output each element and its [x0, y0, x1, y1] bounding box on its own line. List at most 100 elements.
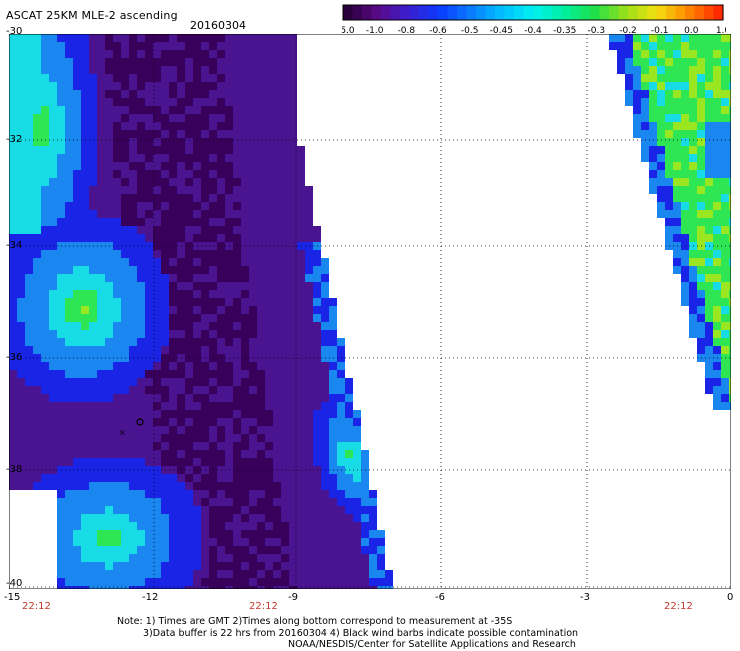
data-cell: [705, 210, 713, 218]
data-cell: [209, 522, 217, 530]
data-cell: [33, 218, 41, 226]
data-cell: [713, 386, 721, 394]
data-cell: [17, 98, 25, 106]
data-cell: [73, 162, 81, 170]
data-cell: [25, 74, 33, 82]
data-cell: [233, 314, 241, 322]
lon-label: 0: [727, 592, 734, 603]
data-cell: [721, 74, 729, 82]
data-cell: [329, 570, 337, 578]
data-cell: [17, 186, 25, 194]
data-cell: [145, 50, 153, 58]
data-cell: [713, 66, 721, 74]
data-cell: [353, 522, 361, 530]
data-cell: [161, 194, 169, 202]
data-cell: [361, 450, 369, 458]
data-cell: [729, 186, 731, 194]
data-cell: [9, 306, 17, 314]
data-cell: [105, 530, 113, 538]
data-cell: [153, 458, 161, 466]
data-cell: [177, 410, 185, 418]
data-cell: [305, 330, 313, 338]
data-cell: [153, 218, 161, 226]
data-cell: [281, 234, 289, 242]
data-cell: [185, 130, 193, 138]
data-cell: [145, 434, 153, 442]
data-cell: [145, 194, 153, 202]
data-cell: [81, 178, 89, 186]
data-cell: [193, 578, 201, 586]
data-cell: [57, 442, 65, 450]
data-cell: [97, 530, 105, 538]
data-cell: [193, 322, 201, 330]
data-cell: [161, 50, 169, 58]
data-cell: [113, 402, 121, 410]
data-cell: [113, 338, 121, 346]
data-cell: [665, 154, 673, 162]
data-cell: [217, 570, 225, 578]
data-cell: [17, 258, 25, 266]
data-cell: [137, 426, 145, 434]
data-cell: [729, 210, 731, 218]
data-cell: [65, 234, 73, 242]
data-cell: [97, 82, 105, 90]
data-cell: [17, 114, 25, 122]
data-cell: [233, 346, 241, 354]
data-cell: [89, 90, 97, 98]
data-cell: [377, 538, 385, 546]
data-cell: [665, 162, 673, 170]
data-cell: [193, 298, 201, 306]
data-cell: [129, 202, 137, 210]
data-cell: [185, 570, 193, 578]
data-cell: [697, 154, 705, 162]
data-cell: [281, 250, 289, 258]
data-cell: [41, 330, 49, 338]
data-cell: [313, 450, 321, 458]
data-cell: [129, 186, 137, 194]
data-cell: [257, 274, 265, 282]
data-cell: [9, 250, 17, 258]
data-cell: [161, 378, 169, 386]
data-cell: [89, 442, 97, 450]
data-cell: [345, 554, 353, 562]
data-cell: [353, 426, 361, 434]
data-cell: [345, 482, 353, 490]
data-cell: [41, 146, 49, 154]
data-cell: [609, 42, 617, 50]
data-cell: [273, 338, 281, 346]
data-cell: [129, 474, 137, 482]
data-cell: [105, 298, 113, 306]
data-cell: [673, 170, 681, 178]
data-cell: [265, 442, 273, 450]
data-cell: [705, 202, 713, 210]
data-cell: [681, 266, 689, 274]
data-cell: [201, 90, 209, 98]
data-cell: [89, 218, 97, 226]
data-cell: [681, 202, 689, 210]
data-cell: [105, 570, 113, 578]
colorbar-swatch: [400, 5, 411, 20]
data-cell: [369, 554, 377, 562]
data-cell: [177, 58, 185, 66]
data-cell: [81, 90, 89, 98]
data-cell: [337, 474, 345, 482]
data-cell: [57, 146, 65, 154]
data-cell: [153, 154, 161, 162]
data-cell: [145, 490, 153, 498]
data-cell: [41, 50, 49, 58]
data-cell: [721, 386, 729, 394]
data-cell: [225, 106, 233, 114]
data-cell: [105, 274, 113, 282]
data-cell: [169, 226, 177, 234]
data-cell: [273, 50, 281, 58]
data-cell: [313, 482, 321, 490]
data-cell: [361, 482, 369, 490]
data-cell: [225, 474, 233, 482]
data-cell: [17, 138, 25, 146]
data-cell: [689, 194, 697, 202]
data-cell: [209, 186, 217, 194]
data-cell: [665, 66, 673, 74]
data-cell: [97, 90, 105, 98]
data-cell: [369, 586, 377, 589]
data-cell: [281, 402, 289, 410]
